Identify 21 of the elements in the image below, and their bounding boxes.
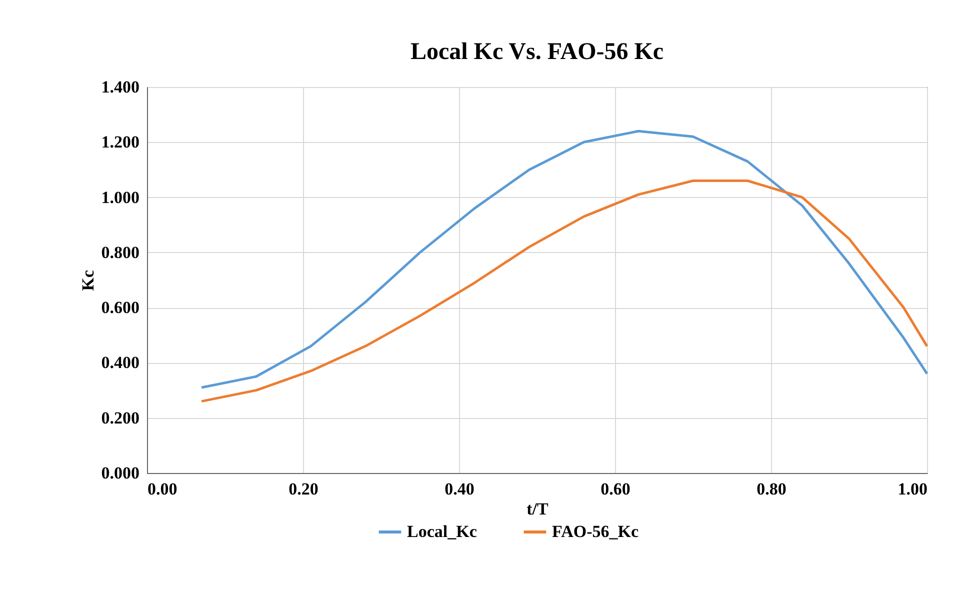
x-tick-label: 0.80 (756, 480, 786, 498)
line-series (200, 130, 928, 389)
legend-label: Local_Kc (407, 522, 478, 541)
y-tick-label: 0.600 (101, 298, 140, 318)
y-tick-label: 1.200 (101, 132, 140, 152)
x-axis-title: t/T (526, 500, 550, 518)
y-tick-label: 1.400 (101, 78, 140, 96)
chart-title: Local Kc Vs. FAO-56 Kc (410, 39, 664, 65)
x-tick-label: 0.00 (148, 480, 178, 498)
legend-label: FAO-56_Kc (552, 522, 640, 541)
x-tick-label: 0.60 (600, 480, 630, 498)
x-tick-label: 0.20 (288, 480, 318, 498)
y-tick-label: 0.000 (101, 464, 140, 482)
line-series (200, 179, 928, 403)
y-tick-label: 0.400 (101, 353, 140, 372)
y-axis-title: Kc (78, 270, 98, 291)
x-tick-label: 1.00 (898, 480, 928, 498)
x-tick-label: 0.40 (444, 480, 474, 498)
y-tick-label: 1.000 (101, 188, 140, 207)
y-tick-label: 0.800 (101, 242, 140, 262)
y-tick-label: 0.200 (101, 408, 140, 428)
